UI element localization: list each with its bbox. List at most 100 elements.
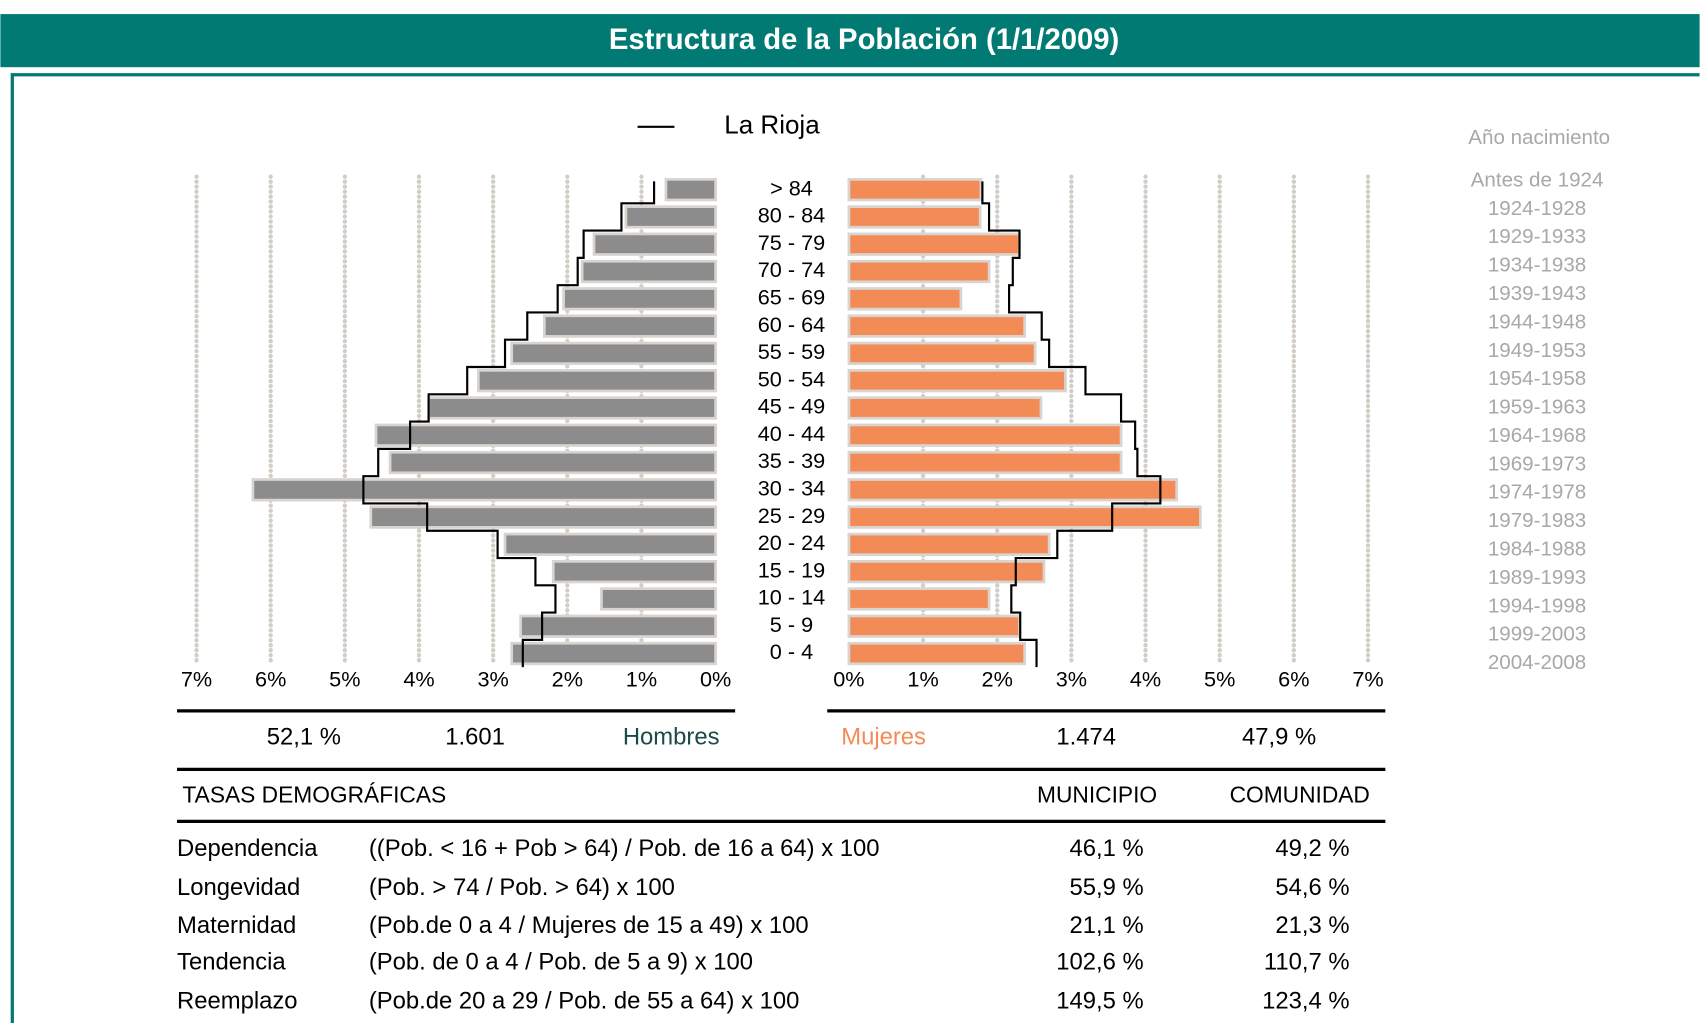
legend-label: La Rioja xyxy=(724,110,820,140)
men-count: 1.601 xyxy=(445,723,505,750)
bar xyxy=(519,614,717,638)
birth-year-label: 1974-1978 xyxy=(1488,481,1586,504)
bar xyxy=(847,505,1202,529)
rate-name: Dependencia xyxy=(177,835,318,862)
age-label: 10 - 14 xyxy=(758,585,825,610)
women-share: 47,9 % xyxy=(1242,723,1316,750)
bar xyxy=(847,641,1027,666)
header-bar xyxy=(0,14,1700,68)
age-label: 75 - 79 xyxy=(758,230,825,255)
birth-year-label: 1964-1968 xyxy=(1488,424,1586,447)
women-label: Mujeres xyxy=(841,723,926,750)
bar xyxy=(388,450,717,475)
age-label: 5 - 9 xyxy=(770,612,813,637)
page-title: Estructura de la Población (1/1/2009) xyxy=(609,24,1119,56)
age-label: 65 - 69 xyxy=(758,285,825,310)
rate-name: Reemplazo xyxy=(177,988,298,1015)
bar xyxy=(847,478,1179,502)
bar xyxy=(562,287,717,311)
bar xyxy=(847,532,1051,557)
bar xyxy=(251,478,717,502)
x-tick-label: 5% xyxy=(329,666,360,691)
age-label: 15 - 19 xyxy=(758,557,825,582)
x-tick-label: 1% xyxy=(626,666,657,691)
x-tick-label: 4% xyxy=(403,666,434,691)
x-tick-label: 4% xyxy=(1130,666,1161,691)
birth-year-label: 1984-1988 xyxy=(1488,538,1586,561)
rate-municipio: 55,9 % xyxy=(1069,874,1143,901)
birth-year-label: 1934-1938 xyxy=(1488,254,1586,277)
x-tick-label: 0% xyxy=(833,666,864,691)
rate-formula: (Pob.de 0 a 4 / Mujeres de 15 a 49) x 10… xyxy=(369,912,809,939)
table-header: TASAS DEMOGRÁFICAS xyxy=(182,782,446,808)
rate-formula: (Pob. de 0 a 4 / Pob. de 5 a 9) x 100 xyxy=(369,949,753,976)
age-label: 60 - 64 xyxy=(758,312,825,337)
rate-municipio: 46,1 % xyxy=(1069,835,1143,862)
rate-comunidad: 110,7 % xyxy=(1264,949,1350,976)
birth-year-label: 1929-1933 xyxy=(1488,225,1586,248)
bar xyxy=(847,450,1123,475)
rate-municipio: 102,6 % xyxy=(1056,949,1143,976)
birth-year-label: 1944-1948 xyxy=(1488,310,1586,333)
birth-year-label: 1994-1998 xyxy=(1488,594,1586,617)
bar xyxy=(510,641,717,666)
bar xyxy=(847,177,983,202)
bar xyxy=(847,232,1021,256)
x-tick-label: 3% xyxy=(478,666,509,691)
bar xyxy=(369,505,717,529)
bar xyxy=(847,287,963,311)
bar xyxy=(847,560,1046,584)
bar xyxy=(600,587,717,611)
x-tick-label: 2% xyxy=(552,666,583,691)
bar xyxy=(847,259,991,284)
age-label: 50 - 54 xyxy=(758,366,825,391)
birth-year-title: Año nacimiento xyxy=(1468,126,1610,149)
reference-line xyxy=(981,181,1162,668)
table-header: MUNICIPIO xyxy=(1037,782,1157,808)
x-tick-label: 5% xyxy=(1204,666,1235,691)
men-label: Hombres xyxy=(623,723,720,750)
x-tick-label: 0% xyxy=(700,666,731,691)
birth-year-label: 1939-1943 xyxy=(1488,282,1586,305)
age-label: 55 - 59 xyxy=(758,339,825,364)
birth-year-label: 1979-1983 xyxy=(1488,509,1586,532)
birth-year-label: 1954-1958 xyxy=(1488,367,1586,390)
age-label: 35 - 39 xyxy=(758,448,825,473)
rate-municipio: 21,1 % xyxy=(1069,912,1143,939)
x-tick-label: 6% xyxy=(255,666,286,691)
bar xyxy=(847,341,1037,366)
birth-year-label: 1969-1973 xyxy=(1488,452,1586,475)
bar xyxy=(847,369,1067,393)
bar xyxy=(542,314,717,338)
bar xyxy=(580,259,717,284)
bar xyxy=(374,423,717,447)
rate-formula: (Pob. > 74 / Pob. > 64) x 100 xyxy=(369,874,675,901)
bar xyxy=(510,341,717,366)
x-tick-label: 1% xyxy=(907,666,938,691)
birth-year-label: 1949-1953 xyxy=(1488,339,1586,362)
birth-year-label: 1999-2003 xyxy=(1488,623,1586,646)
birth-year-label: 2004-2008 xyxy=(1488,651,1586,674)
x-tick-label: 7% xyxy=(1352,666,1383,691)
bar xyxy=(592,232,717,256)
bar xyxy=(664,177,717,202)
age-label: 80 - 84 xyxy=(758,203,825,228)
rate-comunidad: 21,3 % xyxy=(1275,912,1349,939)
age-label: 20 - 24 xyxy=(758,530,825,555)
reference-line xyxy=(362,181,656,668)
age-label: 40 - 44 xyxy=(758,421,825,446)
age-label: 30 - 34 xyxy=(758,476,825,501)
bar xyxy=(476,369,717,393)
x-tick-label: 6% xyxy=(1278,666,1309,691)
women-count: 1.474 xyxy=(1056,723,1116,750)
bar xyxy=(847,314,1027,338)
bar xyxy=(624,205,717,229)
bar xyxy=(551,560,717,584)
birth-year-label: Antes de 1924 xyxy=(1471,168,1604,191)
rate-municipio: 149,5 % xyxy=(1056,988,1143,1015)
bar xyxy=(847,587,991,611)
table-header: COMUNIDAD xyxy=(1230,782,1370,808)
bar xyxy=(503,532,717,557)
